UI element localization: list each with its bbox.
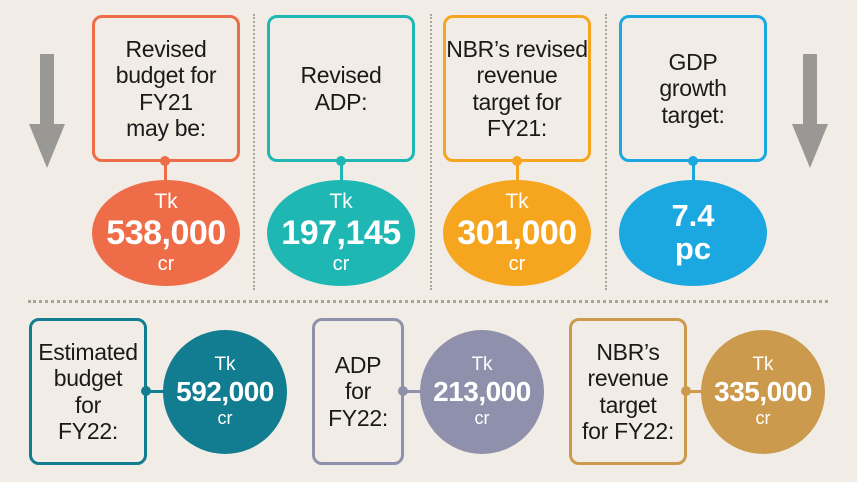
unit-label: cr	[508, 252, 526, 275]
nbr-revised-revenue-label: NBR’s revised revenue target for FY21:	[446, 36, 588, 141]
gdp-growth-label-box: GDP growth target:	[619, 15, 767, 162]
connector-line	[402, 390, 424, 393]
revised-budget-label: Revised budget for FY21 may be:	[115, 36, 217, 141]
nbr-revised-revenue-value-circle: Tk 301,000 cr	[443, 180, 591, 286]
revised-adp-amount: 197,145	[281, 213, 401, 252]
unit-label: cr	[217, 408, 233, 429]
currency-label: Tk	[214, 354, 236, 376]
connector-dot	[688, 156, 698, 166]
connector-dot	[398, 386, 408, 396]
revised-budget-value-circle: Tk 538,000 cr	[92, 180, 240, 286]
revised-adp-label: Revised ADP:	[300, 62, 382, 115]
revised-adp-value-circle: Tk 197,145 cr	[267, 180, 415, 286]
connector-line	[145, 390, 169, 393]
adp-fy22-amount: 213,000	[433, 376, 531, 407]
nbr-revised-revenue-label-box: NBR’s revised revenue target for FY21:	[443, 15, 591, 162]
adp-fy22-label: ADP for FY22:	[328, 352, 388, 431]
revised-adp-label-box: Revised ADP:	[267, 15, 415, 162]
connector-dot	[160, 156, 170, 166]
unit-label: cr	[755, 408, 771, 429]
currency-label: Tk	[505, 190, 529, 214]
nbr-revenue-fy22-value-circle: Tk 335,000 cr	[701, 330, 825, 454]
gdp-growth-value-circle: 7.4 pc	[619, 180, 767, 286]
connector-dot	[141, 386, 151, 396]
row-divider	[28, 300, 828, 303]
nbr-revenue-fy22-label-box: NBR’s revenue target for FY22:	[569, 318, 687, 465]
column-divider	[430, 14, 432, 290]
currency-label: Tk	[154, 190, 178, 214]
connector-dot	[681, 386, 691, 396]
nbr-revenue-fy22-amount: 335,000	[714, 376, 812, 407]
down-arrow-icon-left	[29, 54, 65, 168]
estimated-budget-label: Estimated budget for FY22:	[38, 339, 138, 444]
connector-line	[516, 160, 519, 190]
revised-budget-label-box: Revised budget for FY21 may be:	[92, 15, 240, 162]
unit-label: cr	[332, 252, 350, 275]
column-divider	[605, 14, 607, 290]
currency-label: Tk	[329, 190, 353, 214]
adp-fy22-value-circle: Tk 213,000 cr	[420, 330, 544, 454]
connector-dot	[336, 156, 346, 166]
estimated-budget-value-circle: Tk 592,000 cr	[163, 330, 287, 454]
connector-line	[340, 160, 343, 190]
connector-line	[692, 160, 695, 190]
estimated-budget-label-box: Estimated budget for FY22:	[29, 318, 147, 465]
gdp-growth-label: GDP growth target:	[659, 49, 727, 128]
connector-line	[164, 160, 167, 190]
gdp-growth-value: 7.4	[671, 198, 715, 234]
revised-budget-amount: 538,000	[106, 213, 226, 252]
nbr-revenue-fy22-label: NBR’s revenue target for FY22:	[582, 339, 674, 444]
currency-label: Tk	[752, 354, 774, 376]
unit-label: cr	[474, 408, 490, 429]
column-divider	[253, 14, 255, 290]
gdp-growth-unit: pc	[674, 231, 712, 266]
adp-fy22-label-box: ADP for FY22:	[312, 318, 404, 465]
currency-label: Tk	[471, 354, 493, 376]
nbr-revised-revenue-amount: 301,000	[457, 213, 577, 252]
connector-line	[685, 390, 705, 393]
estimated-budget-amount: 592,000	[176, 376, 274, 407]
down-arrow-icon-right	[792, 54, 828, 168]
connector-dot	[512, 156, 522, 166]
unit-label: cr	[157, 252, 175, 275]
